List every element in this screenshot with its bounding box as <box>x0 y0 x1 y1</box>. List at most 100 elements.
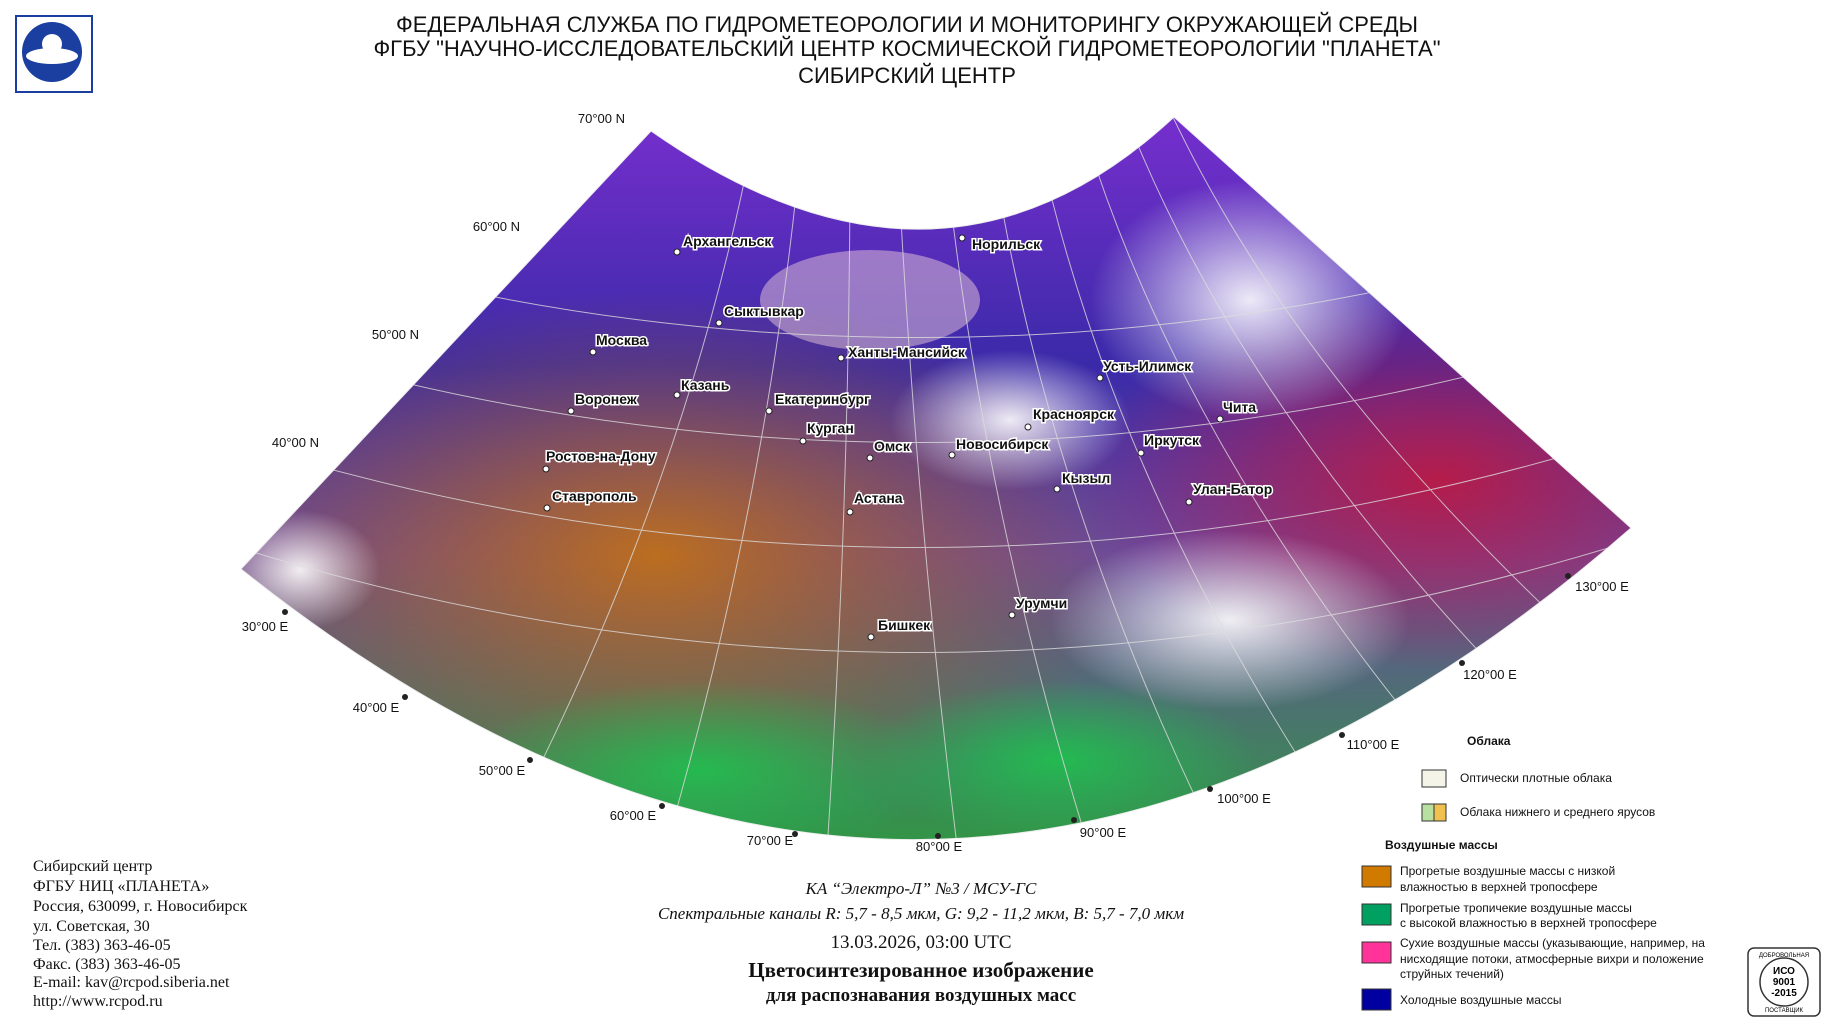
city-dot <box>867 633 875 641</box>
lon-label: 120°00 E <box>1463 667 1517 682</box>
contact-line: http://www.rcpod.ru <box>33 993 163 1010</box>
city-dot <box>715 319 723 327</box>
caption-title: Цветосинтезированное изображение <box>748 958 1093 982</box>
legend-title: Облака <box>1467 734 1511 748</box>
lon-marker <box>792 831 798 837</box>
city-label: Сыктывкар <box>724 303 804 319</box>
satellite-image <box>241 117 1631 840</box>
contact-line: Факс. (383) 363-46-05 <box>33 956 181 973</box>
parallel <box>241 534 1631 654</box>
city-label: Ставрополь <box>552 488 637 504</box>
lat-label: 40°00 N <box>272 435 319 450</box>
iso-bottom: ПОСТАВЩИК <box>1765 1008 1804 1014</box>
contact: Сибирский центр ФГБУ НИЦ «ПЛАНЕТА» Россия,… <box>33 858 248 1010</box>
meridian <box>1164 117 1631 840</box>
lon-label: 110°00 E <box>1347 737 1400 752</box>
city-label: Омск <box>874 438 911 454</box>
city-dot <box>846 508 854 516</box>
city-label: Воронеж <box>575 391 638 407</box>
map-frame <box>240 116 1632 841</box>
city-dot <box>837 354 845 362</box>
city-dot <box>1137 449 1145 457</box>
contact-line: E-mail: kav@rcpod.siberia.net <box>33 974 230 991</box>
city-dot <box>799 437 807 445</box>
city-label: Усть-Илимск <box>1103 358 1192 374</box>
city-label: Норильск <box>972 236 1041 252</box>
lon-marker <box>527 757 533 763</box>
legend-label: нисходящие потоки, атмосферные вихри и п… <box>1400 952 1704 966</box>
city-label: Ростов-на-Дону <box>546 448 656 464</box>
channels: Спектральные каналы R: 5,7 - 8,5 мкм, G:… <box>658 904 1184 923</box>
satellite: КА “Электро-Л” №3 / МСУ-ГС <box>805 879 1037 898</box>
legend-swatch <box>1421 803 1435 822</box>
lat-label: 60°00 N <box>473 219 520 234</box>
city-label: Красноярск <box>1033 406 1115 422</box>
legend-label: влажностью в верхней тропосфере <box>1400 880 1598 894</box>
city-dot <box>1053 485 1061 493</box>
contact-line: ФГБУ НИЦ «ПЛАНЕТА» <box>33 878 209 895</box>
legend-label: Холодные воздушные массы <box>1400 993 1562 1007</box>
city-dot <box>673 391 681 399</box>
city-dot <box>673 248 681 256</box>
city-label: Курган <box>807 420 854 436</box>
legend-swatch <box>1433 803 1447 822</box>
header-line: ФГБУ "НАУЧНО-ИССЛЕДОВАТЕЛЬСКИЙ ЦЕНТР КОС… <box>373 36 1440 61</box>
parallel <box>241 429 1631 549</box>
datetime: 13.03.2026, 03:00 UTC <box>830 932 1011 953</box>
city-dot <box>1024 423 1032 431</box>
city-dot <box>1185 498 1193 506</box>
city-dot <box>1096 374 1104 382</box>
header-line: ФЕДЕРАЛЬНАЯ СЛУЖБА ПО ГИДРОМЕТЕОРОЛОГИИ … <box>396 12 1418 37</box>
lon-marker <box>659 803 665 809</box>
city-dot <box>948 451 956 459</box>
contact-line: Тел. (383) 363-46-05 <box>33 937 171 954</box>
city-label: Иркутск <box>1144 432 1200 448</box>
city-dot <box>567 407 575 415</box>
city-label: Казань <box>681 377 730 393</box>
legend-label: Облака нижнего и среднего ярусов <box>1460 805 1655 819</box>
lon-marker <box>1565 573 1571 579</box>
city-dot <box>1008 611 1016 619</box>
parallel <box>241 324 1631 444</box>
city-dot <box>866 454 874 462</box>
caption: КА “Электро-Л” №3 / МСУ-ГС Спектральные к… <box>658 879 1184 1006</box>
lon-label: 90°00 E <box>1080 825 1127 840</box>
legend-swatch <box>1361 988 1392 1011</box>
city-label: Ханты-Мансийск <box>848 344 966 360</box>
city-label: Урумчи <box>1016 595 1067 611</box>
legend: Облака Оптически плотные облака Облака ниж… <box>1361 734 1705 1011</box>
lon-marker <box>282 609 288 615</box>
city-dot <box>765 407 773 415</box>
city-dot <box>542 465 550 473</box>
contact-line: Сибирский центр <box>33 858 152 875</box>
lon-label: 70°00 E <box>747 833 794 848</box>
header: ФЕДЕРАЛЬНАЯ СЛУЖБА ПО ГИДРОМЕТЕОРОЛОГИИ … <box>373 12 1440 88</box>
map-labels: 70°00 N 60°00 N 50°00 N 40°00 N 30°00 E 40°00… <box>242 111 1629 854</box>
lon-marker <box>1071 817 1077 823</box>
city-label: Астана <box>854 490 903 506</box>
iso-line: -2015 <box>1771 988 1797 999</box>
contact-line: ул. Советская, 30 <box>33 918 150 935</box>
city-label: Москва <box>596 332 647 348</box>
lon-label: 40°00 E <box>353 700 400 715</box>
city-label: Бишкек <box>878 617 931 633</box>
legend-label: струйных течений) <box>1400 967 1504 981</box>
city-dot <box>589 348 597 356</box>
lon-marker <box>1459 660 1465 666</box>
lon-label: 100°00 E <box>1217 791 1271 806</box>
meridian <box>649 117 806 840</box>
city-label: Улан-Батор <box>1193 481 1272 497</box>
city-dot <box>1216 415 1224 423</box>
lon-marker <box>1339 732 1345 738</box>
legend-label: Прогретые тропичекие воздушные массы <box>1400 901 1632 915</box>
legend-label: Сухие воздушные массы (указывающие, напр… <box>1400 936 1705 950</box>
logo <box>15 15 93 93</box>
lon-marker <box>935 833 941 839</box>
lat-label: 50°00 N <box>372 327 419 342</box>
lon-label: 60°00 E <box>610 808 657 823</box>
city-dot <box>958 234 966 242</box>
city-label: Чита <box>1223 399 1256 415</box>
lat-label: 70°00 N <box>578 111 625 126</box>
legend-swatch <box>1361 941 1392 964</box>
